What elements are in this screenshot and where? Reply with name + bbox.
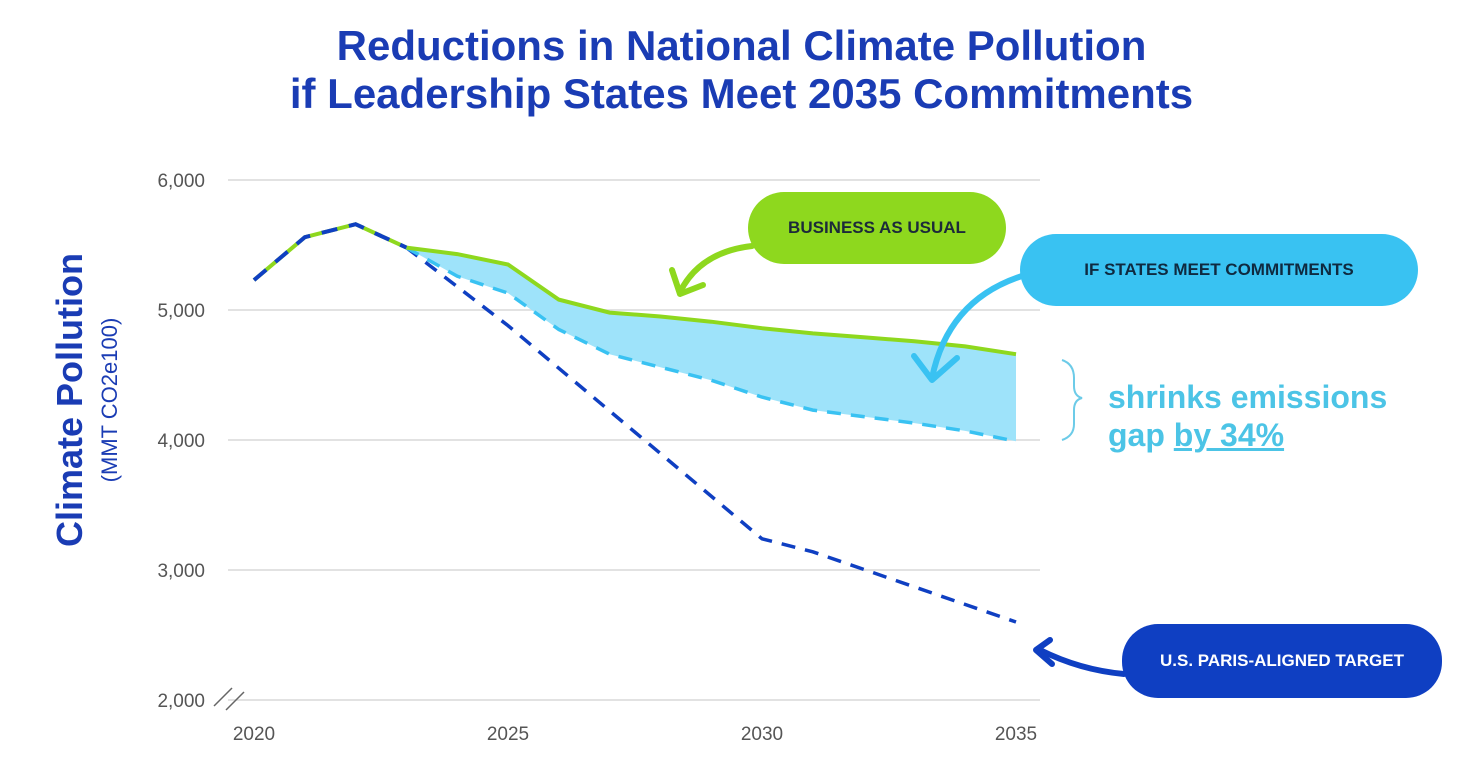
x-tick-label: 2035 (995, 724, 1037, 745)
y-tick-label: 6,000 (157, 171, 205, 192)
callout-business-as-usual: BUSINESS AS USUAL (748, 192, 1006, 264)
y-tick-label: 3,000 (157, 561, 205, 582)
series-line-paris-target (405, 246, 1017, 624)
arrow-paris-target-head (1033, 637, 1055, 667)
arrow-states-meet-shaft (929, 273, 1025, 381)
arrow-business-as-usual-shaft (677, 243, 755, 295)
arrow-states-meet (911, 273, 1025, 383)
gap-line-2: gap by 34% (1108, 416, 1387, 454)
gap-annotation: shrinks emissions gap by 34% (1108, 378, 1387, 454)
axis-break-mark (225, 691, 245, 711)
title-line-1: Reductions in National Climate Pollution (336, 22, 1147, 69)
x-tick-label: 2025 (487, 724, 529, 745)
callout-paris-target: U.S. PARIS-ALIGNED TARGET (1122, 624, 1442, 698)
callout-states-meet-commitments: IF STATES MEET COMMITMENTS (1020, 234, 1418, 306)
x-tick-label: 2030 (741, 724, 783, 745)
arrow-states-meet-head (911, 353, 960, 383)
y-tick-label: 5,000 (157, 301, 205, 322)
title-line-2: if Leadership States Meet 2035 Commitmen… (289, 70, 1194, 117)
x-tick-label: 2020 (233, 724, 275, 745)
y-tick-label: 4,000 (157, 431, 205, 452)
historical-line-dashes (252, 222, 408, 282)
gap-prefix: gap (1108, 417, 1174, 453)
y-tick-label: 2,000 (157, 691, 205, 712)
gap-bracket (1061, 359, 1083, 441)
series-line-business-as-usual (406, 245, 1017, 357)
arrow-paris-target (1033, 637, 1127, 677)
emissions-gap-area (406, 247, 1016, 442)
gap-percent: by 34% (1173, 417, 1285, 453)
arrow-business-as-usual (669, 243, 755, 297)
arrow-paris-target-shaft (1037, 647, 1127, 677)
arrow-business-as-usual-head (669, 267, 706, 297)
gap-line-1: shrinks emissions (1108, 379, 1388, 415)
axis-break-mark (213, 687, 233, 707)
chart-title: Reductions in National Climate Pollution… (0, 22, 1483, 118)
